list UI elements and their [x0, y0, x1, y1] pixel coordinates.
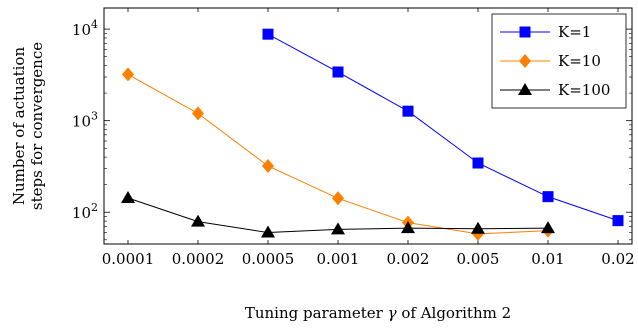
x-tick-label: 0.01 [531, 250, 564, 268]
series-line [267, 33, 619, 222]
y-tick-label: 102 [72, 201, 98, 222]
x-tick-label: 0.005 [457, 250, 500, 268]
y-tick-label: 104 [72, 18, 98, 39]
x-tick-label: 0.0001 [102, 250, 155, 268]
series-k-10 [122, 67, 554, 241]
legend: K=1 K=10 K=100 [491, 13, 627, 109]
axis-ticks: 0.0001 0.0002 0.0005 0.001 0.002 0.005 0.01 0.0… [72, 8, 635, 268]
data-point [262, 28, 274, 40]
plot-frame [103, 7, 633, 245]
x-axis-label-prefix: Tuning parameter [245, 304, 388, 322]
x-tick-label: 0.02 [601, 250, 634, 268]
x-axis-label: Tuning parameter γ of Algorithm 2 [245, 304, 511, 322]
legend-label: K=100 [558, 81, 610, 99]
x-axis-label-suffix: of Algorithm 2 [397, 304, 512, 322]
legend-label: K=10 [558, 52, 601, 70]
series-k-1 [262, 28, 624, 227]
data-point [542, 191, 554, 203]
x-tick-label: 0.002 [387, 250, 430, 268]
data-point [401, 221, 415, 234]
legend-item: K=10 [500, 52, 601, 70]
data-point [191, 214, 205, 227]
legend-marker [519, 26, 531, 38]
legend-label: K=1 [558, 23, 591, 41]
y-tick-label: 103 [72, 110, 98, 131]
series-line [127, 73, 549, 235]
x-tick-label: 0.0002 [172, 250, 225, 268]
x-axis-label-symbol: γ [388, 304, 397, 322]
data-point [122, 67, 134, 82]
x-tick-label: 0.0005 [242, 250, 295, 268]
data-point [331, 222, 345, 235]
y-axis-label-line-1: Number of actuation [10, 47, 28, 206]
legend-item: K=100 [500, 81, 610, 99]
legend-marker [519, 54, 531, 68]
data-point [192, 106, 204, 121]
data-point [471, 221, 485, 234]
data-point [261, 225, 275, 238]
data-point [332, 191, 344, 206]
x-tick-label: 0.001 [317, 250, 360, 268]
data-point [402, 105, 414, 117]
data-point [332, 66, 344, 78]
series-k-100 [121, 191, 555, 238]
series-layer [121, 28, 624, 241]
data-point [121, 191, 135, 204]
data-point [262, 158, 274, 173]
legend-marker [518, 83, 532, 95]
data-point [472, 157, 484, 169]
y-axis-label-line-2: steps for convergence [28, 42, 46, 210]
legend-item: K=1 [500, 23, 591, 41]
data-point [541, 221, 555, 234]
data-point [612, 215, 624, 227]
